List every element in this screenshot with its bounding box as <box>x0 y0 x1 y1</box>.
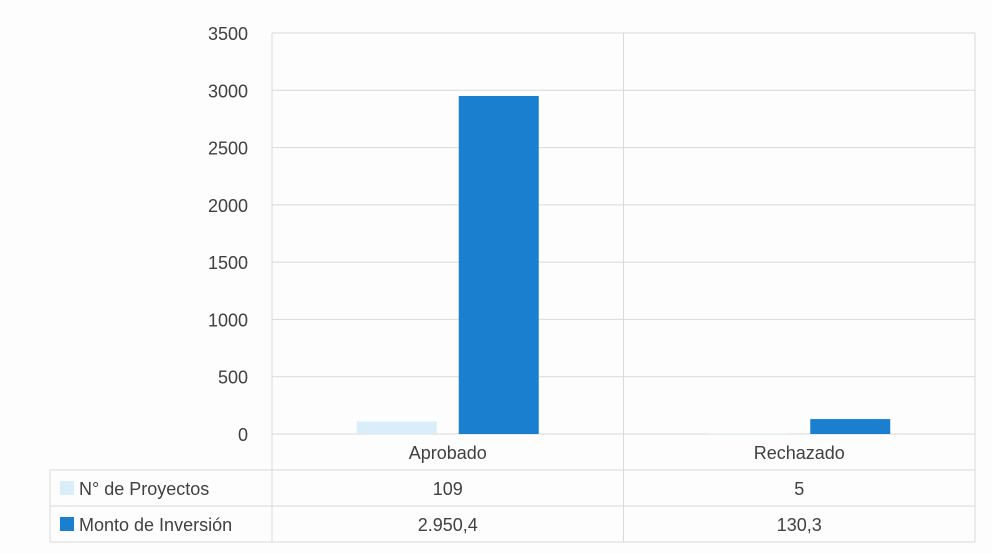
y-tick-label: 2000 <box>208 196 248 216</box>
x-category-label: Aprobado <box>409 443 487 463</box>
data-table-value: 130,3 <box>777 515 822 535</box>
y-tick-label: 1000 <box>208 310 248 330</box>
legend-label: Monto de Inversión <box>79 515 232 535</box>
y-tick-label: 0 <box>238 425 248 445</box>
y-tick-label: 500 <box>218 368 248 388</box>
data-table-value: 5 <box>794 479 804 499</box>
legend-swatch <box>60 517 74 531</box>
legend-label: N° de Proyectos <box>79 479 209 499</box>
y-tick-label: 3500 <box>208 24 248 44</box>
data-table-value: 2.950,4 <box>418 515 478 535</box>
y-tick-label: 2500 <box>208 139 248 159</box>
y-tick-label: 3000 <box>208 81 248 101</box>
x-category-label: Rechazado <box>754 443 845 463</box>
y-tick-label: 1500 <box>208 253 248 273</box>
bar <box>356 421 437 434</box>
data-table-value: 109 <box>433 479 463 499</box>
bar <box>810 419 891 434</box>
bar <box>458 95 539 435</box>
bar <box>708 433 789 434</box>
legend-swatch <box>60 481 74 495</box>
